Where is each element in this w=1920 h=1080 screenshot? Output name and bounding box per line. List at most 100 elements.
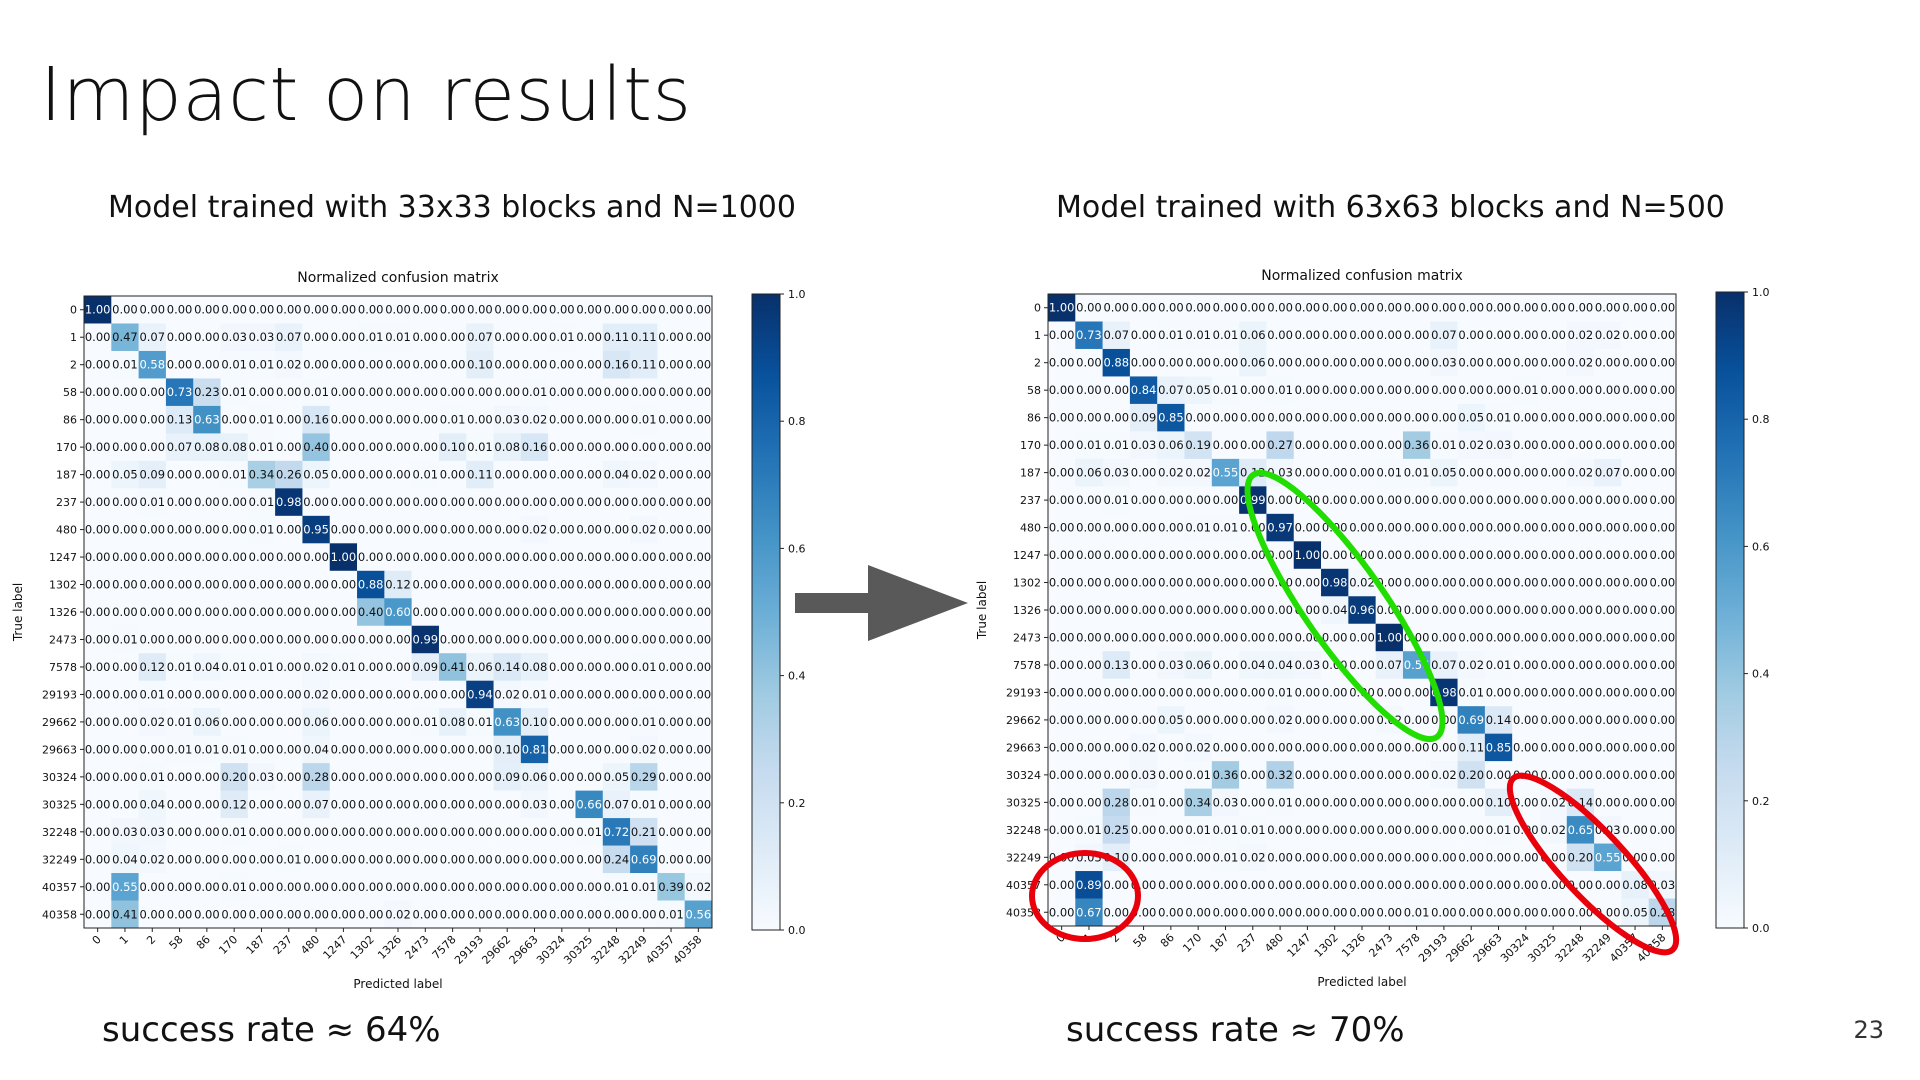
matrix-cell (357, 708, 385, 736)
cell-value-label: 0.00 (631, 550, 657, 564)
cell-value-label: 0.00 (1295, 576, 1321, 590)
cell-value-label: 0.00 (549, 523, 575, 537)
matrix-cell (1484, 513, 1513, 542)
cell-value-label: 0.00 (1622, 438, 1648, 452)
cell-value-label: 0.00 (1049, 685, 1075, 699)
matrix-cell (1402, 843, 1431, 872)
cell-value-label: 0.00 (1513, 878, 1539, 892)
y-tick-label: 237 (1020, 494, 1041, 507)
matrix-cell (1321, 294, 1349, 322)
cell-value-label: 0.00 (658, 413, 684, 427)
cell-value-label: 0.39 (658, 880, 684, 894)
cell-value-label: 0.01 (194, 742, 220, 756)
cell-value-label: 0.58 (139, 358, 165, 372)
matrix-cell (111, 735, 139, 764)
matrix-cell (466, 818, 494, 846)
cell-value-label: 0.00 (1213, 356, 1239, 370)
cell-value-label: 0.01 (139, 495, 165, 509)
cell-value-label: 0.05 (1185, 383, 1211, 397)
matrix-cell (684, 433, 713, 462)
matrix-cell (84, 818, 112, 846)
matrix-cell (1048, 348, 1076, 377)
x-tick-label: 30324 (1498, 931, 1532, 965)
cell-value-label: 0.00 (576, 632, 602, 646)
cell-value-label: 0.01 (1131, 795, 1157, 809)
matrix-cell (1348, 513, 1376, 542)
matrix-cell (1539, 678, 1568, 707)
cell-value-label: 0.00 (1158, 685, 1184, 699)
matrix-cell (1048, 541, 1076, 570)
matrix-cell (466, 680, 494, 709)
cell-value-label: 0.00 (576, 440, 602, 454)
matrix-cell (1211, 816, 1240, 844)
cell-value-label: 0.00 (1650, 795, 1676, 809)
matrix-cell (520, 543, 549, 572)
matrix-cell (657, 570, 685, 599)
matrix-cell (1211, 513, 1240, 542)
matrix-cell (1648, 321, 1677, 350)
cell-value-label: 0.00 (1513, 411, 1539, 425)
matrix-cell (1075, 816, 1103, 844)
y-tick-label: 86 (1027, 412, 1041, 425)
matrix-cell (1184, 568, 1213, 597)
matrix-cell (220, 460, 249, 489)
matrix-cell (1648, 568, 1677, 597)
cell-value-label: 0.00 (112, 523, 138, 537)
cell-value-label: 0.00 (1295, 356, 1321, 370)
cell-value-label: 0.11 (604, 330, 630, 344)
left-panel-heading: Model trained with 33x33 blocks and N=10… (108, 190, 796, 225)
cell-value-label: 0.00 (494, 632, 520, 646)
cell-value-label: 0.00 (331, 742, 357, 756)
matrix-cell (657, 680, 685, 709)
matrix-cell (1266, 871, 1295, 899)
matrix-cell (1566, 541, 1595, 570)
cell-value-label: 0.00 (467, 770, 493, 784)
matrix-cell (1321, 843, 1349, 872)
y-tick-label: 30324 (1006, 769, 1041, 782)
x-tick-label: 1302 (348, 933, 377, 962)
cell-value-label: 0.00 (1322, 795, 1348, 809)
cell-value-label: 0.00 (249, 550, 275, 564)
cell-value-label: 0.03 (1213, 795, 1239, 809)
matrix-cell (302, 845, 331, 874)
matrix-cell (111, 653, 139, 681)
matrix-cell (1266, 623, 1295, 652)
matrix-cell (1239, 623, 1267, 652)
cell-value-label: 0.00 (1486, 383, 1512, 397)
cell-value-label: 0.00 (1431, 823, 1457, 837)
cell-value-label: 0.00 (167, 632, 193, 646)
cell-value-label: 0.00 (1076, 576, 1102, 590)
matrix-cell (329, 845, 358, 874)
matrix-cell (1512, 486, 1540, 515)
cell-value-label: 0.00 (1049, 795, 1075, 809)
matrix-cell (575, 378, 604, 407)
cell-value-label: 0.00 (1595, 740, 1621, 754)
matrix-cell (1594, 623, 1622, 652)
matrix-cell (466, 433, 494, 462)
cell-value-label: 0.00 (276, 880, 302, 894)
matrix-cell (220, 818, 249, 846)
matrix-cell (1184, 788, 1213, 817)
matrix-cell (1375, 376, 1404, 405)
cell-value-label: 0.00 (412, 440, 438, 454)
cell-value-label: 0.00 (1185, 685, 1211, 699)
matrix-cell (1184, 843, 1213, 872)
matrix-cell (1211, 321, 1240, 350)
cell-value-label: 0.00 (1458, 301, 1484, 315)
cell-value-label: 0.02 (1431, 768, 1457, 782)
matrix-cell (1594, 348, 1622, 377)
matrix-cell (1266, 706, 1295, 734)
cell-value-label: 0.00 (358, 687, 384, 701)
matrix-cell (520, 790, 549, 819)
cell-value-label: 0.00 (549, 550, 575, 564)
cell-value-label: 0.00 (358, 742, 384, 756)
cell-value-label: 0.05 (1431, 466, 1457, 480)
cell-value-label: 0.01 (631, 660, 657, 674)
cell-value-label: 0.00 (1185, 603, 1211, 617)
matrix-cell (1075, 788, 1103, 817)
cell-value-label: 0.00 (658, 495, 684, 509)
matrix-cell (275, 735, 303, 764)
cell-value-label: 0.00 (1185, 493, 1211, 507)
matrix-cell (1048, 321, 1076, 350)
matrix-cell (165, 570, 194, 599)
